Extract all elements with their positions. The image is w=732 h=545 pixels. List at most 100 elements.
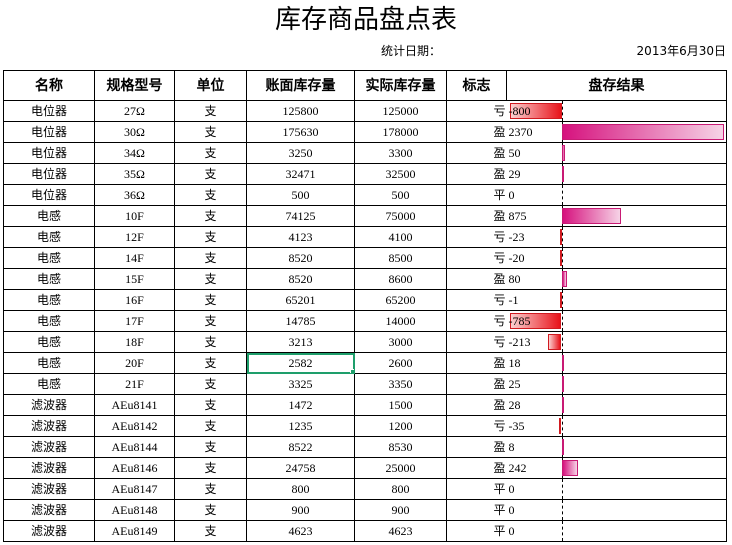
cell-flag[interactable]: 盈 — [446, 457, 507, 479]
header-result[interactable]: 盘存结果 — [506, 70, 727, 101]
cell-result[interactable]: 29 — [506, 163, 727, 185]
cell-actual-stock[interactable]: 800 — [354, 478, 447, 500]
cell-flag[interactable]: 盈 — [446, 352, 507, 374]
cell-name[interactable]: 电感 — [3, 310, 95, 332]
cell-unit[interactable]: 支 — [174, 520, 247, 542]
cell-result[interactable]: -23 — [506, 226, 727, 248]
header-book-stock[interactable]: 账面库存量 — [246, 70, 355, 101]
cell-book-stock[interactable]: 175630 — [246, 121, 355, 143]
cell-book-stock[interactable]: 8520 — [246, 268, 355, 290]
header-flag[interactable]: 标志 — [446, 70, 507, 101]
cell-book-stock[interactable]: 2582 — [246, 352, 355, 374]
cell-unit[interactable]: 支 — [174, 247, 247, 269]
cell-unit[interactable]: 支 — [174, 121, 247, 143]
cell-spec[interactable]: 18F — [94, 331, 175, 353]
cell-actual-stock[interactable]: 8530 — [354, 436, 447, 458]
cell-flag[interactable]: 亏 — [446, 331, 507, 353]
cell-name[interactable]: 电感 — [3, 373, 95, 395]
cell-actual-stock[interactable]: 75000 — [354, 205, 447, 227]
cell-name[interactable]: 滤波器 — [3, 436, 95, 458]
cell-book-stock[interactable]: 14785 — [246, 310, 355, 332]
cell-actual-stock[interactable]: 900 — [354, 499, 447, 521]
cell-book-stock[interactable]: 4623 — [246, 520, 355, 542]
cell-result[interactable]: 242 — [506, 457, 727, 479]
cell-unit[interactable]: 支 — [174, 184, 247, 206]
cell-result[interactable]: -35 — [506, 415, 727, 437]
cell-name[interactable]: 电感 — [3, 352, 95, 374]
cell-name[interactable]: 电感 — [3, 331, 95, 353]
cell-book-stock[interactable]: 3325 — [246, 373, 355, 395]
cell-result[interactable]: 8 — [506, 436, 727, 458]
cell-spec[interactable]: 21F — [94, 373, 175, 395]
cell-spec[interactable]: AEu8149 — [94, 520, 175, 542]
cell-unit[interactable]: 支 — [174, 331, 247, 353]
cell-result[interactable]: -20 — [506, 247, 727, 269]
cell-result[interactable]: 0 — [506, 520, 727, 542]
cell-book-stock[interactable]: 74125 — [246, 205, 355, 227]
cell-flag[interactable]: 平 — [446, 478, 507, 500]
cell-spec[interactable]: 15F — [94, 268, 175, 290]
cell-book-stock[interactable]: 4123 — [246, 226, 355, 248]
cell-spec[interactable]: 17F — [94, 310, 175, 332]
cell-actual-stock[interactable]: 3300 — [354, 142, 447, 164]
cell-actual-stock[interactable]: 14000 — [354, 310, 447, 332]
cell-unit[interactable]: 支 — [174, 478, 247, 500]
cell-actual-stock[interactable]: 125000 — [354, 100, 447, 122]
cell-flag[interactable]: 盈 — [446, 436, 507, 458]
cell-actual-stock[interactable]: 8500 — [354, 247, 447, 269]
cell-flag[interactable]: 亏 — [446, 247, 507, 269]
cell-actual-stock[interactable]: 3350 — [354, 373, 447, 395]
cell-spec[interactable]: 14F — [94, 247, 175, 269]
cell-name[interactable]: 电感 — [3, 268, 95, 290]
cell-result[interactable]: 28 — [506, 394, 727, 416]
cell-book-stock[interactable]: 3213 — [246, 331, 355, 353]
cell-flag[interactable]: 盈 — [446, 268, 507, 290]
cell-name[interactable]: 滤波器 — [3, 499, 95, 521]
cell-name[interactable]: 电感 — [3, 289, 95, 311]
cell-name[interactable]: 电位器 — [3, 100, 95, 122]
cell-unit[interactable]: 支 — [174, 163, 247, 185]
cell-spec[interactable]: 10F — [94, 205, 175, 227]
cell-flag[interactable]: 亏 — [446, 310, 507, 332]
cell-book-stock[interactable]: 125800 — [246, 100, 355, 122]
cell-result[interactable]: 25 — [506, 373, 727, 395]
cell-book-stock[interactable]: 3250 — [246, 142, 355, 164]
cell-actual-stock[interactable]: 4623 — [354, 520, 447, 542]
cell-unit[interactable]: 支 — [174, 100, 247, 122]
cell-result[interactable]: -785 — [506, 310, 727, 332]
cell-name[interactable]: 滤波器 — [3, 478, 95, 500]
cell-book-stock[interactable]: 500 — [246, 184, 355, 206]
cell-spec[interactable]: 35Ω — [94, 163, 175, 185]
cell-result[interactable]: -1 — [506, 289, 727, 311]
cell-book-stock[interactable]: 32471 — [246, 163, 355, 185]
cell-spec[interactable]: AEu8148 — [94, 499, 175, 521]
cell-name[interactable]: 电位器 — [3, 163, 95, 185]
cell-flag[interactable]: 平 — [446, 184, 507, 206]
cell-unit[interactable]: 支 — [174, 268, 247, 290]
cell-flag[interactable]: 平 — [446, 499, 507, 521]
cell-actual-stock[interactable]: 25000 — [354, 457, 447, 479]
cell-book-stock[interactable]: 24758 — [246, 457, 355, 479]
cell-actual-stock[interactable]: 178000 — [354, 121, 447, 143]
cell-name[interactable]: 电感 — [3, 226, 95, 248]
cell-spec[interactable]: 27Ω — [94, 100, 175, 122]
cell-unit[interactable]: 支 — [174, 415, 247, 437]
cell-spec[interactable]: 30Ω — [94, 121, 175, 143]
cell-name[interactable]: 电位器 — [3, 184, 95, 206]
cell-book-stock[interactable]: 1472 — [246, 394, 355, 416]
cell-flag[interactable]: 盈 — [446, 121, 507, 143]
cell-actual-stock[interactable]: 32500 — [354, 163, 447, 185]
cell-name[interactable]: 滤波器 — [3, 394, 95, 416]
header-spec[interactable]: 规格型号 — [94, 70, 175, 101]
cell-book-stock[interactable]: 65201 — [246, 289, 355, 311]
cell-result[interactable]: 2370 — [506, 121, 727, 143]
cell-actual-stock[interactable]: 3000 — [354, 331, 447, 353]
cell-spec[interactable]: AEu8147 — [94, 478, 175, 500]
cell-spec[interactable]: 36Ω — [94, 184, 175, 206]
cell-book-stock[interactable]: 800 — [246, 478, 355, 500]
cell-book-stock[interactable]: 8520 — [246, 247, 355, 269]
cell-unit[interactable]: 支 — [174, 289, 247, 311]
cell-book-stock[interactable]: 900 — [246, 499, 355, 521]
cell-flag[interactable]: 盈 — [446, 205, 507, 227]
header-unit[interactable]: 单位 — [174, 70, 247, 101]
